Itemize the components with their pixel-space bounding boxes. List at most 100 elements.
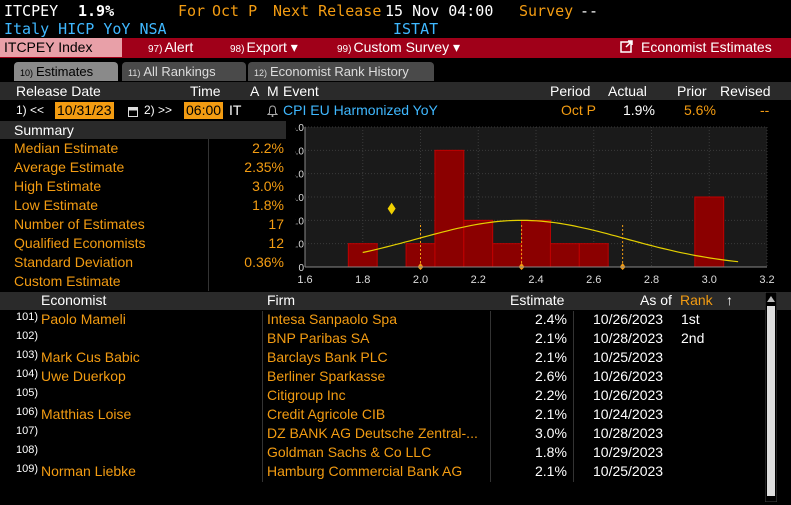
- qualified-value: 12: [268, 235, 284, 251]
- period-header: Period: [550, 83, 591, 99]
- event-header: Event: [283, 83, 319, 99]
- x-tick-label: 2.0: [413, 274, 428, 286]
- menu-bar: ITCPEY Index 97) Alert 98) Export ▾ 99) Cus…: [0, 38, 791, 58]
- table-scrollbar[interactable]: [764, 291, 778, 503]
- custom-survey-menu[interactable]: 99) Custom Survey ▾: [337, 39, 460, 56]
- index-name[interactable]: ITCPEY Index: [0, 38, 123, 57]
- column-divider: [262, 311, 263, 330]
- economist-name[interactable]: Mark Cus Babic: [41, 349, 140, 365]
- firm-name[interactable]: Citigroup Inc: [267, 387, 346, 403]
- table-row[interactable]: 108) Goldman Sachs & Co LLC 1.8% 10/29/2023: [0, 444, 765, 463]
- firm-name[interactable]: Barclays Bank PLC: [267, 349, 388, 365]
- release-revised: --: [760, 102, 770, 118]
- sort-up-icon[interactable]: ↑: [726, 292, 733, 308]
- table-row[interactable]: 109) Norman Liebke Hamburg Commercial Bank…: [0, 463, 765, 482]
- qualified-label: Qualified Economists: [14, 235, 146, 251]
- histogram-bar: [347, 243, 378, 268]
- custom-label: Custom Estimate: [14, 273, 121, 289]
- column-divider: [490, 349, 491, 368]
- summary-row-average: Average Estimate 2.35%: [0, 159, 286, 178]
- estimate-value: 2.4%: [535, 311, 567, 327]
- next-release-label: Next Release: [273, 2, 382, 20]
- release-date-input[interactable]: 10/31/23: [55, 102, 114, 119]
- column-divider: [490, 444, 491, 463]
- economist-name[interactable]: Paolo Mameli: [41, 311, 126, 327]
- summary-divider: [208, 139, 287, 291]
- row-number: 107): [16, 425, 39, 437]
- estimate-col-header[interactable]: Estimate: [510, 292, 565, 308]
- table-row[interactable]: 105) Citigroup Inc 2.2% 10/26/2023: [0, 387, 765, 406]
- estimate-value: 2.1%: [535, 349, 567, 365]
- survey-label: Survey: [519, 2, 574, 20]
- firm-name[interactable]: Credit Agricole CIB: [267, 406, 386, 422]
- economist-estimates-button[interactable]: Economist Estimates: [620, 39, 772, 55]
- stdev-value: 0.36%: [244, 254, 284, 270]
- firm-name[interactable]: Berliner Sparkasse: [267, 368, 386, 384]
- as-of-col-header[interactable]: As of: [640, 292, 672, 308]
- estimate-value: 2.1%: [535, 406, 567, 422]
- release-period: Oct P: [561, 102, 597, 118]
- release-row: 1) << 10/31/23 2) >> 06:00 IT CPI EU Har…: [0, 101, 791, 121]
- low-label: Low Estimate: [14, 197, 99, 213]
- calendar-icon[interactable]: [128, 104, 138, 120]
- table-row[interactable]: 101) Paolo Mameli Intesa Sanpaolo Spa 2.4% 1…: [0, 311, 765, 330]
- rank-col-header[interactable]: Rank: [680, 292, 713, 308]
- export-menu[interactable]: 98) Export ▾: [230, 39, 298, 56]
- summary-row-high: High Estimate 3.0%: [0, 178, 286, 197]
- row-number: 104): [16, 368, 39, 380]
- economist-col-header[interactable]: Economist: [41, 292, 107, 308]
- economist-name[interactable]: Norman Liebke: [41, 463, 136, 479]
- economist-name[interactable]: Matthias Loise: [41, 406, 132, 422]
- table-row[interactable]: 102) BNP Paribas SA 2.1% 10/28/2023 2nd: [0, 330, 765, 349]
- tab-economist-rank-history[interactable]: 12) Economist Rank History: [248, 62, 434, 81]
- x-tick-label: 3.0: [702, 274, 717, 286]
- next-button[interactable]: 2) >>: [144, 103, 173, 117]
- tab-estimates-num: 10): [20, 68, 34, 78]
- column-divider: [573, 387, 574, 406]
- column-divider: [262, 425, 263, 444]
- source-name: ISTAT: [393, 20, 439, 38]
- firm-name[interactable]: Intesa Sanpaolo Spa: [267, 311, 397, 327]
- export-num: 98): [230, 44, 245, 55]
- tab-estimates-label: Estimates: [36, 64, 94, 79]
- column-divider: [262, 349, 263, 368]
- rank-value: 2nd: [681, 330, 705, 346]
- as-of-date: 10/28/2023: [593, 330, 664, 346]
- bell-icon[interactable]: [266, 104, 279, 120]
- firm-name[interactable]: BNP Paribas SA: [267, 330, 370, 346]
- m-header: M: [267, 83, 279, 99]
- next-release-value: 15 Nov 04:00: [385, 2, 494, 20]
- as-of-date: 10/25/2023: [593, 463, 664, 479]
- row-number: 109): [16, 463, 39, 475]
- y-tick-label: 2.0: [295, 216, 304, 227]
- table-row[interactable]: 104) Uwe Duerkop Berliner Sparkasse 2.6% 10/…: [0, 368, 765, 387]
- firm-name[interactable]: Hamburg Commercial Bank AG: [267, 463, 463, 479]
- summary-row-count: Number of Estimates 17: [0, 216, 286, 235]
- x-tick-label: 3.2: [759, 274, 774, 286]
- release-time[interactable]: 06:00: [184, 102, 224, 119]
- tab-estimates[interactable]: 10) Estimates: [14, 62, 118, 81]
- column-divider: [490, 463, 491, 482]
- tab-all-rankings[interactable]: 11) All Rankings: [122, 62, 246, 81]
- economist-name[interactable]: Uwe Duerkop: [41, 368, 126, 384]
- firm-name[interactable]: Goldman Sachs & Co LLC: [267, 444, 432, 460]
- firm-name[interactable]: DZ BANK AG Deutsche Zentral-...: [267, 425, 478, 441]
- estimate-value: 2.6%: [535, 368, 567, 384]
- firm-col-header[interactable]: Firm: [267, 292, 295, 308]
- summary-row-qualified: Qualified Economists 12: [0, 235, 286, 254]
- actual-header: Actual: [608, 83, 647, 99]
- prev-button[interactable]: 1) <<: [16, 103, 45, 117]
- histogram-bar: [694, 196, 725, 268]
- table-row[interactable]: 107) DZ BANK AG Deutsche Zentral-... 3.0% 1…: [0, 425, 765, 444]
- event-name[interactable]: CPI EU Harmonized YoY: [283, 102, 438, 118]
- y-tick-label: 0: [298, 263, 304, 274]
- column-divider: [490, 425, 491, 444]
- high-value: 3.0%: [252, 178, 284, 194]
- high-label: High Estimate: [14, 178, 102, 194]
- x-tick-label: 2.2: [471, 274, 486, 286]
- alert-menu[interactable]: 97) Alert: [148, 39, 193, 55]
- table-row[interactable]: 103) Mark Cus Babic Barclays Bank PLC 2.1% 1…: [0, 349, 765, 368]
- ticker-symbol: ITCPEY: [4, 2, 59, 20]
- table-row[interactable]: 106) Matthias Loise Credit Agricole CIB 2.1…: [0, 406, 765, 425]
- column-divider: [262, 368, 263, 387]
